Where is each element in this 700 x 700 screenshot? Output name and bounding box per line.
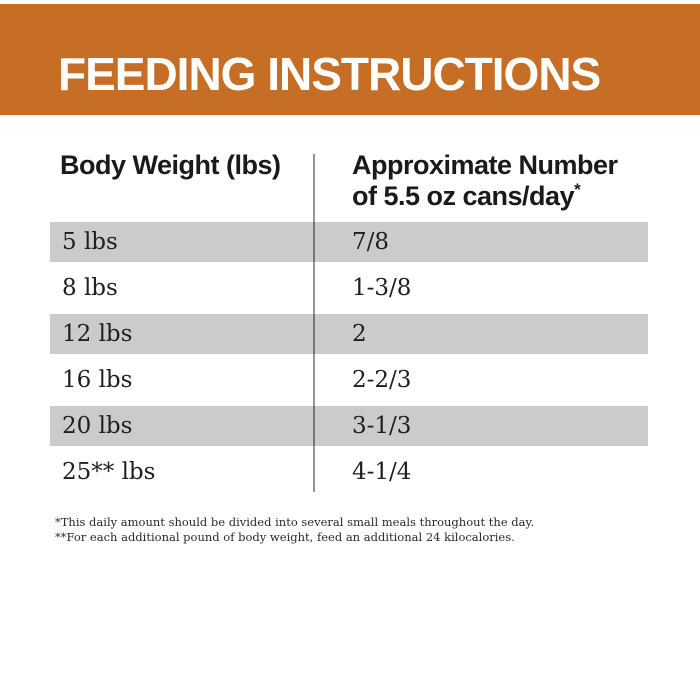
table-header-row: Body Weight (lbs) Approximate Number of …: [50, 150, 648, 212]
body-weight-cell: 12 lbs: [62, 321, 133, 347]
cans-per-day-cell: 3-1/3: [352, 413, 412, 439]
table-row: 5 lbs 7/8: [50, 222, 648, 262]
body-weight-cell: 16 lbs: [62, 367, 133, 393]
table-row: 16 lbs 2-2/3: [50, 360, 648, 400]
column-divider-line: [313, 154, 315, 492]
page-title: FEEDING INSTRUCTIONS: [58, 48, 601, 100]
column-header-cans-line1: Approximate Number: [352, 150, 618, 180]
cans-per-day-cell: 2-2/3: [352, 367, 412, 393]
body-weight-cell: 25** lbs: [62, 459, 156, 485]
table-row: 12 lbs 2: [50, 314, 648, 354]
cans-per-day-cell: 1-3/8: [352, 275, 412, 301]
table-row: 25** lbs 4-1/4: [50, 452, 648, 492]
body-weight-cell: 20 lbs: [62, 413, 133, 439]
cans-per-day-cell: 7/8: [352, 229, 390, 255]
header-banner: FEEDING INSTRUCTIONS: [0, 4, 700, 115]
footnote-additional-weight: **For each additional pound of body weig…: [55, 529, 515, 544]
column-header-body-weight: Body Weight (lbs): [60, 150, 281, 180]
table-row: 8 lbs 1-3/8: [50, 268, 648, 308]
feeding-table-body: 5 lbs 7/8 8 lbs 1-3/8 12 lbs 2 16 lbs 2-…: [50, 222, 648, 498]
body-weight-cell: 8 lbs: [62, 275, 118, 301]
cans-per-day-cell: 4-1/4: [352, 459, 412, 485]
cans-per-day-cell: 2: [352, 321, 367, 347]
footnote-marker-asterisk: *: [574, 180, 581, 199]
footnote-daily-amount: *This daily amount should be divided int…: [55, 515, 535, 529]
footnotes-block: *This daily amount should be divided int…: [55, 515, 534, 544]
body-weight-cell: 5 lbs: [62, 229, 118, 255]
column-header-cans-per-day: Approximate Number of 5.5 oz cans/day*: [314, 150, 648, 212]
table-row: 20 lbs 3-1/3: [50, 406, 648, 446]
column-header-cans-line2: of 5.5 oz cans/day: [352, 181, 575, 211]
